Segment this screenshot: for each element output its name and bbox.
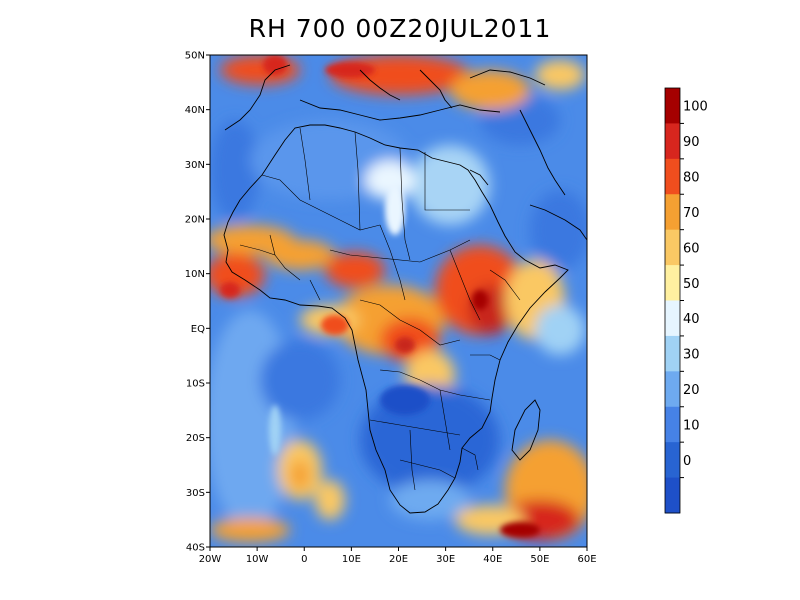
colorbar-label: 20 (683, 383, 700, 398)
lat-tick-label: 50N (185, 51, 205, 62)
lon-tick-label: 10W (246, 554, 269, 565)
lon-tick-label: 30E (436, 554, 455, 565)
lon-tick-label: 60E (577, 554, 596, 565)
lon-tick-label: 50E (530, 554, 549, 565)
lon-tick-label: 10E (342, 554, 361, 565)
lat-tick-label: 40S (186, 543, 205, 554)
colorbar-label: 90 (683, 135, 700, 150)
colorbar-label: 70 (683, 206, 700, 221)
lon-tick-label: 0 (301, 554, 307, 565)
colorbar-label: 0 (683, 454, 691, 469)
coastlines (223, 64, 587, 514)
colorbar-swatch (665, 371, 680, 408)
colorbar-label: 80 (683, 171, 700, 186)
colorbar-swatch (665, 406, 680, 443)
lon-tick-label: 20E (389, 554, 408, 565)
lat-tick-label: 10S (186, 379, 205, 390)
lat-tick-label: EQ (191, 324, 205, 335)
latitude-tick-labels: 50N 40N 30N 20N 10N EQ 10S 20S 30S 40S (185, 51, 210, 554)
lat-tick-label: 30N (185, 160, 205, 171)
humidity-field (210, 55, 587, 547)
colorbar-swatch (665, 300, 680, 337)
colorbar-label: 50 (683, 277, 700, 292)
lat-tick-label: 10N (185, 269, 205, 280)
longitude-tick-labels: 20W 10W 0 10E 20E 30E 40E 50E 60E (199, 547, 597, 565)
lon-tick-label: 40E (483, 554, 502, 565)
colorbar-label: 100 (683, 100, 708, 115)
colorbar-swatch (665, 229, 680, 266)
lat-tick-label: 20S (186, 433, 205, 444)
colorbar-label: 10 (683, 418, 700, 433)
colorbar-swatch (665, 477, 680, 514)
lat-tick-label: 20N (185, 215, 205, 226)
colorbar-swatch (665, 194, 680, 231)
map-title: RH 700 00Z20JUL2011 (248, 14, 552, 43)
lon-tick-label: 20W (199, 554, 222, 565)
colorbar-label: 40 (683, 312, 700, 327)
lat-tick-label: 30S (186, 488, 205, 499)
colorbar-swatch (665, 158, 680, 195)
colorbar-label: 60 (683, 241, 700, 256)
lat-tick-label: 40N (185, 105, 205, 116)
colorbar-swatch (665, 265, 680, 301)
country-borders (239, 127, 521, 491)
colorbar-swatch (665, 88, 680, 124)
colorbar-swatch (665, 442, 680, 479)
colorbar-swatch (665, 335, 680, 372)
colorbar-swatch (665, 123, 680, 160)
colorbar-label: 30 (683, 348, 700, 363)
